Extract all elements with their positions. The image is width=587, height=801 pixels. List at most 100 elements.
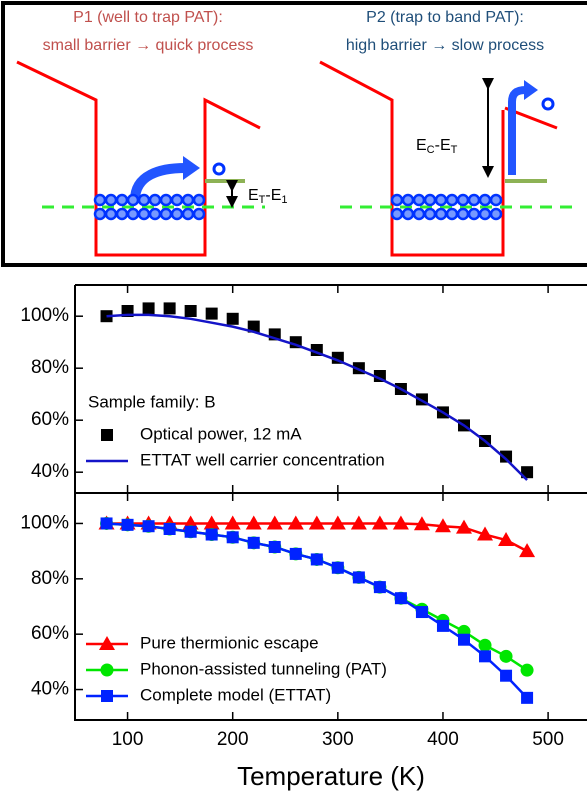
carrier [478,193,492,207]
marker [184,525,197,538]
legend-label: ETTAT well carrier concentration [140,450,385,469]
carrier [93,207,107,221]
carrier [412,207,426,221]
label-part: -E [435,137,451,154]
carrier [181,193,195,207]
barrier-label: EC-ET [416,137,458,156]
marker [331,561,344,574]
carrier [115,207,129,221]
label-part: T [451,144,458,156]
marker [500,669,513,682]
marker [373,581,386,594]
label-part: C [427,144,435,156]
legend-marker [101,690,113,702]
marker [329,515,346,530]
carrier [541,97,555,111]
carrier [115,193,129,207]
marker [436,619,449,632]
carrier [456,193,470,207]
marker [521,466,534,479]
carrier [126,193,140,207]
carrier [192,193,206,207]
marker [413,516,430,531]
p1-title: P1 (well to trap PAT): [73,9,223,26]
annotation: Sample family: B [88,392,216,411]
marker [394,592,407,605]
carrier [126,207,140,221]
marker [247,320,260,333]
pat-arrow [508,86,527,175]
carrier [445,193,459,207]
label-part: -E [265,187,281,204]
label-part: E [416,137,427,154]
legend-marker [99,636,115,650]
carrier [467,193,481,207]
barrier-label: ET-E1 [248,187,288,206]
carrier [148,207,162,221]
carrier [212,162,226,176]
carrier [412,193,426,207]
marker [100,517,113,530]
y-tick-label: 40% [31,679,69,700]
marker [434,518,451,533]
carrier [445,207,459,221]
band-edge [16,60,261,257]
carrier [390,207,404,221]
carrier [148,193,162,207]
marker [163,522,176,535]
carrier [489,207,503,221]
marker [245,515,262,530]
legend-label: Phonon-assisted tunneling (PAT) [140,659,387,678]
marker [500,450,513,463]
marker [142,302,155,315]
y-tick-label: 60% [31,409,69,430]
marker [350,515,367,530]
marker [455,519,472,534]
legend-label: Optical power, 12 mA [140,424,302,443]
carrier [159,193,173,207]
legend-label: Complete model (ETTAT) [140,685,331,704]
x-axis-title: Temperature (K) [237,761,425,791]
carrier [137,193,151,207]
carrier [170,207,184,221]
p2-desc: high barrier → slow process [346,37,544,54]
x-tick-label: 200 [217,729,249,750]
marker [521,691,534,704]
p2-title: P2 (trap to band PAT): [366,9,524,26]
diagram: P1 (well to trap PAT): small barrier → q… [1,1,587,267]
carrier [478,207,492,221]
pat-arrowhead [183,156,200,180]
carrier [159,207,173,221]
x-tick-label: 100 [112,729,144,750]
carrier [423,207,437,221]
marker [308,515,325,530]
carrier [192,207,206,221]
x-tick-label: 300 [322,729,354,750]
carrier [401,207,415,221]
marker [268,540,281,553]
marker [498,532,515,547]
series-line [106,313,528,481]
carrier [390,193,404,207]
label-part: 1 [281,194,287,206]
legend-marker [101,429,113,441]
marker [205,307,218,320]
marker [520,663,534,677]
diagram-frame [1,1,587,267]
marker [519,543,536,558]
carrier [104,193,118,207]
y-tick-label: 40% [31,461,69,482]
y-tick-label: 80% [31,568,69,589]
carrier [434,207,448,221]
marker [121,518,134,531]
marker [457,633,470,646]
carrier [434,193,448,207]
carrier [401,193,415,207]
marker [477,526,494,541]
pat-arrowhead [524,80,538,100]
marker [310,553,323,566]
x-tick-label: 500 [532,729,564,750]
y-tick-label: 100% [20,305,69,326]
marker [203,515,220,530]
